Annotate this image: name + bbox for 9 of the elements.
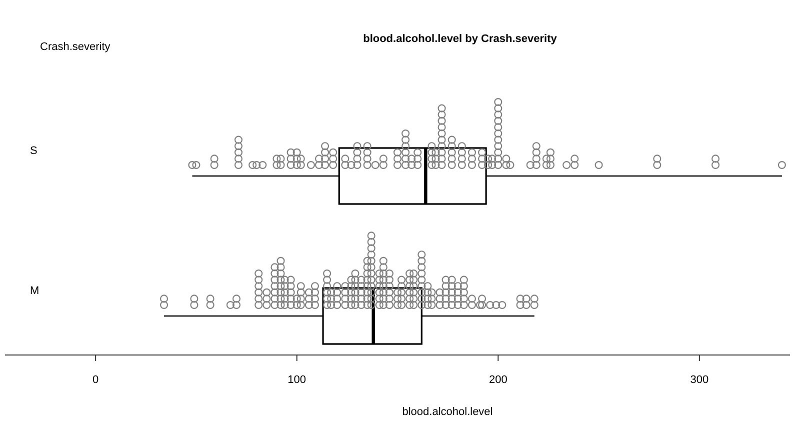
x-axis-title: blood.alcohol.level (402, 406, 493, 418)
x-tick-label: 100 (288, 374, 306, 386)
x-tick-label: 0 (92, 374, 99, 386)
chart-title: blood.alcohol.level by Crash.severity (363, 33, 558, 45)
y-tick-label: S (30, 145, 38, 157)
x-tick-label: 200 (488, 374, 508, 386)
x-tick-label: 300 (690, 374, 709, 386)
y-axis-title: Crash.severity (40, 41, 111, 53)
y-tick-label: M (30, 285, 40, 297)
